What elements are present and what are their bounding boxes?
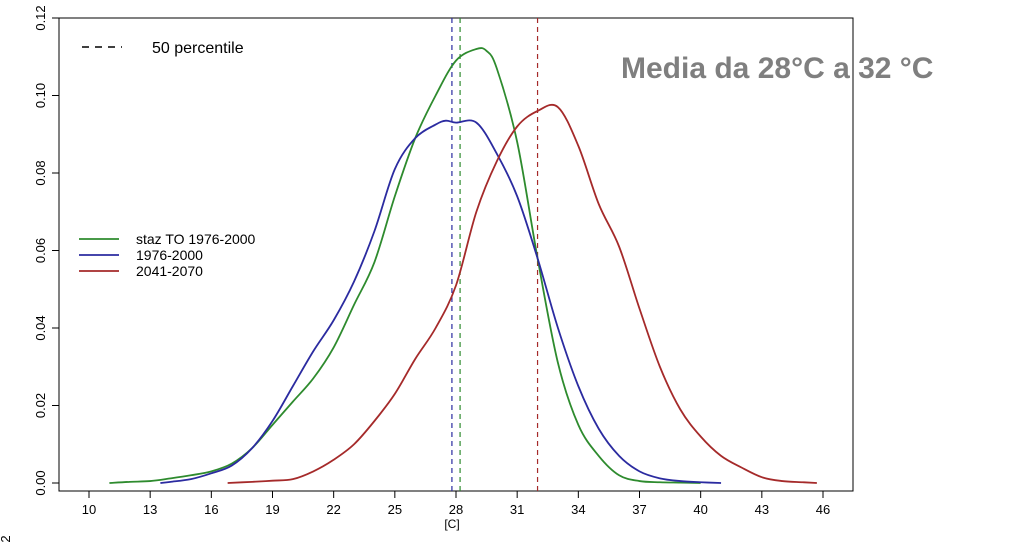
x-tick-label: 25: [388, 502, 402, 517]
legend-label: 1976-2000: [136, 247, 203, 263]
x-tick-label: 34: [571, 502, 585, 517]
y-tick-label: 0.08: [33, 160, 48, 185]
stray-label: 2: [0, 535, 13, 542]
percentile-legend: 50 percentile: [82, 40, 244, 57]
x-tick-label: 16: [204, 502, 218, 517]
x-tick-label: 37: [632, 502, 646, 517]
series-line: [227, 103, 817, 484]
legend-label: 2041-2070: [136, 263, 203, 279]
x-tick-label: 13: [143, 502, 157, 517]
series-line: [160, 119, 722, 484]
series-line: [109, 47, 701, 484]
percentile-legend-label: 50 percentile: [152, 40, 244, 57]
y-tick-label: 0.10: [33, 83, 48, 108]
y-tick-label: 0.00: [33, 470, 48, 495]
x-tick-label: 46: [816, 502, 830, 517]
x-tick-label: 28: [449, 502, 463, 517]
x-tick-label: 22: [326, 502, 340, 517]
x-tick-label: 43: [755, 502, 769, 517]
x-tick-label: 31: [510, 502, 524, 517]
y-tick-label: 0.12: [33, 5, 48, 30]
y-tick-label: 0.04: [33, 315, 48, 340]
x-tick-label: 40: [693, 502, 707, 517]
x-tick-label: 10: [82, 502, 96, 517]
legend-label: staz TO 1976-2000: [136, 231, 256, 247]
x-axis: 10 13 16 19 22 25 28 31 34 37 40 43 46: [82, 491, 830, 517]
y-axis: 0.00 0.02 0.04 0.06 0.08 0.10 0.12: [33, 5, 59, 496]
temperature-range-annotation: Media da 28°C a 32 °C: [621, 52, 933, 85]
x-tick-label: 19: [265, 502, 279, 517]
y-tick-label: 0.02: [33, 393, 48, 418]
series-lines: [109, 47, 817, 484]
y-tick-label: 0.06: [33, 238, 48, 263]
x-axis-label: [C]: [444, 517, 459, 531]
